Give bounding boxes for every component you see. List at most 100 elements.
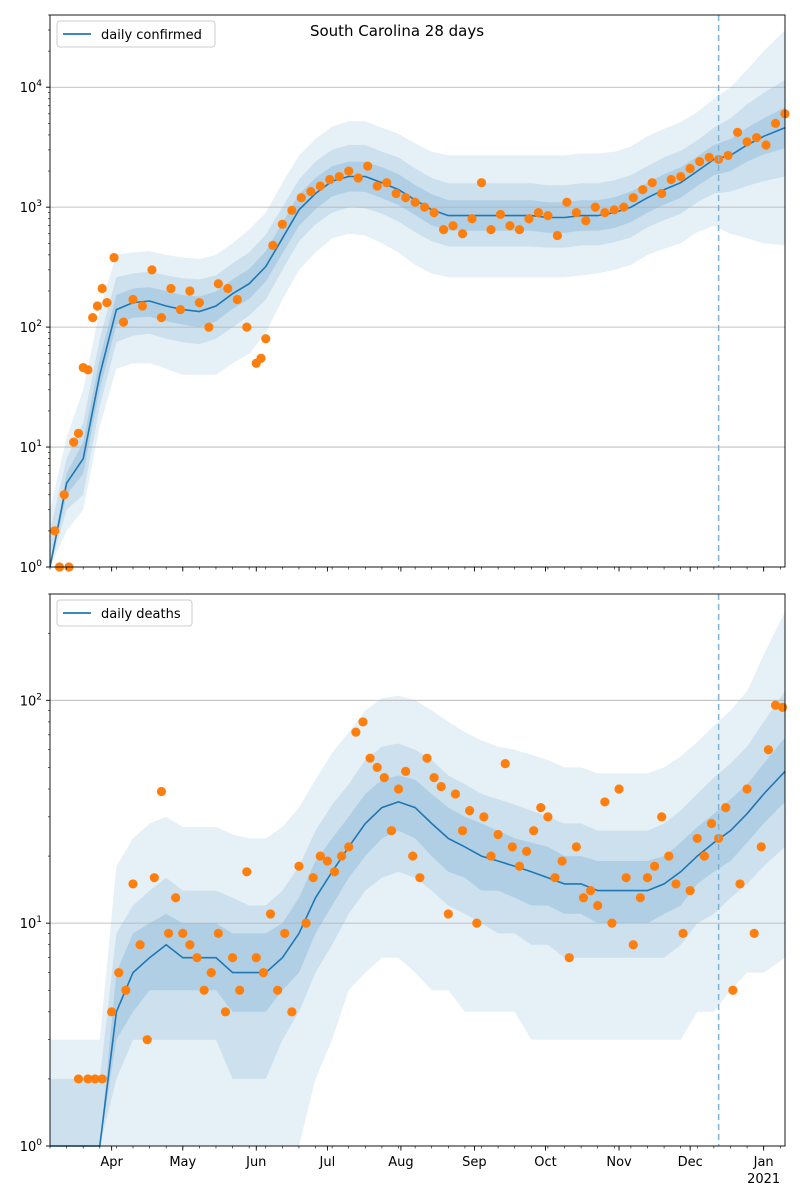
observation-point (571, 208, 581, 218)
observation-point (450, 789, 461, 799)
observation-point (344, 166, 354, 176)
observation-point (761, 140, 771, 150)
observation-point (692, 833, 702, 844)
observation-point (642, 873, 653, 883)
observation-point (268, 240, 278, 250)
x-tick-label: Jan (753, 1155, 774, 1170)
observation-point (467, 214, 477, 224)
observation-point (287, 205, 297, 215)
y-tick-label: 101 (20, 915, 42, 932)
observation-point (476, 178, 487, 188)
chart-title: South Carolina 28 days (310, 22, 484, 40)
observation-point (185, 940, 195, 950)
observation-point (436, 782, 446, 792)
observation-point (301, 918, 311, 928)
observation-point (204, 322, 214, 332)
observation-point (329, 867, 340, 877)
observation-point (242, 322, 252, 332)
observation-point (562, 197, 572, 207)
observation-point (50, 526, 60, 536)
observation-point (457, 229, 468, 239)
observation-point (479, 812, 489, 822)
observation-point (607, 918, 617, 928)
observation-point (258, 967, 268, 978)
observation-point (137, 301, 148, 311)
observation-point (514, 861, 525, 871)
legend-box (56, 20, 216, 48)
observation-point (227, 953, 238, 963)
observation-point (382, 178, 392, 188)
observation-point (351, 727, 361, 737)
observation-point (699, 851, 709, 861)
x-tick-label: May (169, 1155, 196, 1170)
observation-point (751, 133, 762, 143)
x-tick-label: Nov (606, 1155, 632, 1170)
observation-point (500, 759, 510, 769)
observation-point (192, 953, 202, 963)
observation-point (166, 283, 176, 294)
deaths-y-axis: 100 101 102 (20, 593, 50, 1155)
observation-point (472, 918, 482, 928)
observation-point (465, 805, 475, 816)
observation-point (422, 753, 432, 763)
observation-point (178, 928, 188, 938)
y-tick-label: 104 (20, 79, 43, 96)
observation-point (59, 490, 69, 500)
observation-point (296, 193, 306, 203)
observation-point (337, 851, 347, 861)
observation-point (756, 842, 766, 852)
observation-point (401, 766, 411, 776)
x-year-label: 2021 (747, 1172, 780, 1187)
y-tick-label: 100 (20, 559, 43, 576)
observation-point (628, 193, 638, 203)
observation-point (135, 940, 145, 950)
observation-point (156, 786, 167, 797)
observation-point (685, 885, 695, 896)
band-inner (50, 737, 785, 1146)
x-tick-label: Aug (388, 1155, 413, 1170)
observation-point (721, 803, 731, 813)
observation-point (206, 967, 216, 978)
observation-point (493, 829, 503, 840)
observation-point (742, 784, 752, 794)
observation-point (495, 209, 506, 220)
observation-point (735, 879, 745, 889)
y-tick-label: 102 (20, 319, 42, 336)
observation-point (90, 1074, 100, 1084)
observation-point (365, 753, 375, 763)
observation-point (242, 867, 252, 877)
observation-point (415, 873, 425, 883)
observation-point (457, 826, 468, 836)
x-tick-label: Sep (462, 1155, 487, 1170)
y-tick-label: 102 (20, 692, 42, 709)
observation-point (438, 225, 449, 235)
observation-point (676, 171, 686, 182)
x-tick-label: Apr (100, 1155, 123, 1170)
observation-point (749, 928, 759, 938)
observation-point (557, 856, 567, 866)
deaths-panel: 100 101 102 Apr May Jun Jul Aug Sep Oct Nov Dec Jan… (20, 593, 788, 1187)
observation-point (287, 1007, 297, 1017)
observation-point (73, 1074, 84, 1084)
observation-point (550, 873, 560, 883)
observation-point (128, 879, 138, 889)
observation-point (763, 745, 774, 755)
observation-point (621, 873, 631, 883)
y-tick-label: 103 (20, 199, 42, 216)
observation-point (649, 861, 660, 871)
observation-point (578, 893, 589, 903)
observation-point (73, 428, 84, 438)
observation-point (223, 283, 233, 294)
observation-point (102, 298, 112, 308)
confirmed-y-axis: 100 101 102 103 104 (20, 14, 50, 576)
observation-point (429, 208, 439, 218)
observation-point (581, 216, 591, 226)
observation-point (521, 846, 532, 856)
observation-point (524, 214, 534, 224)
observation-point (647, 178, 657, 188)
observation-point (251, 953, 261, 963)
observation-point (213, 928, 223, 938)
observation-point (308, 873, 318, 883)
x-tick-label: Oct (534, 1155, 556, 1170)
observation-point (635, 893, 645, 903)
